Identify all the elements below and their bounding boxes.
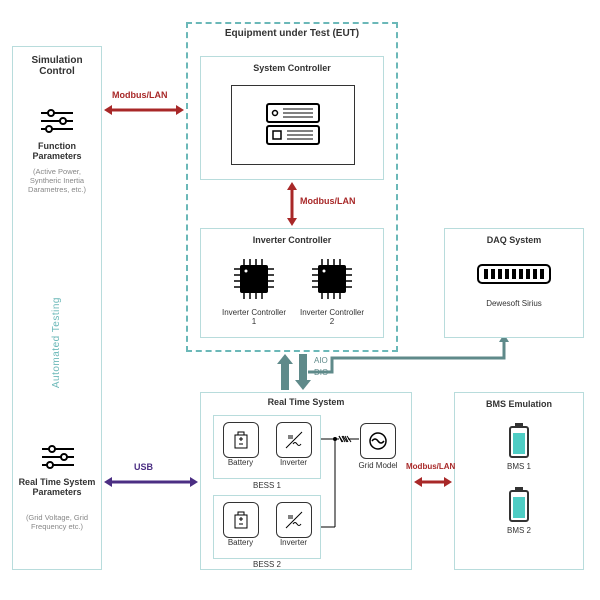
link-sim-to-rts — [104, 478, 198, 486]
chip2-label: Inverter Controller 2 — [297, 308, 367, 326]
daq-device-label: Dewesoft Sirius — [445, 299, 583, 308]
battery-icon — [223, 502, 259, 538]
bess1-box: Battery Inverter — [213, 415, 321, 479]
eut-title-text: Equipment under Test (EUT) — [225, 28, 359, 39]
daq-device-icon — [476, 259, 552, 289]
daq-box: DAQ System Dewesoft Sirius — [444, 228, 584, 338]
rts-params-title: Real Time System Parameters — [17, 477, 97, 497]
arrow-eut-to-rts — [298, 354, 308, 390]
server-icon — [263, 100, 323, 150]
inverter-controller-box: Inverter Controller Inverter Controller … — [200, 228, 384, 338]
battery-pack-icon — [507, 423, 531, 459]
system-controller-inner — [231, 85, 355, 165]
bess1-inverter-label: Inverter — [276, 458, 312, 467]
bess1-battery-label: Battery — [223, 458, 259, 467]
bess2-battery-label: Battery — [223, 538, 259, 547]
link-sysctrl-to-inv — [288, 182, 296, 226]
rts-box: Real Time System Battery Inverter BESS 1 — [200, 392, 412, 570]
bess1-label: BESS 1 — [213, 481, 321, 490]
function-params-desc: (Active Power, Syntheric Inertia Daramet… — [13, 167, 101, 194]
eut-title: Equipment under Test (EUT) — [188, 28, 396, 39]
link-sim-to-eut — [104, 106, 184, 114]
grid-model-icon — [360, 423, 396, 459]
chip-icon — [232, 257, 276, 301]
link-label-modbus1: Modbus/LAN — [112, 90, 168, 100]
grid-model-label: Grid Model — [353, 461, 403, 470]
dio-label: DIO — [314, 368, 328, 377]
function-params-title: Function Parameters — [13, 141, 101, 161]
rts-params-desc: (Grid Voltage, Grid Frequency etc.) — [17, 513, 97, 531]
system-controller-title: System Controller — [201, 63, 383, 73]
sliders-icon — [37, 107, 77, 135]
bms-title: BMS Emulation — [455, 399, 583, 409]
battery-pack-icon — [507, 487, 531, 523]
bess2-inverter-label: Inverter — [276, 538, 312, 547]
bms2-label: BMS 2 — [455, 526, 583, 535]
rts-title: Real Time System — [201, 397, 411, 407]
automated-testing-label: Automated Testing — [51, 297, 62, 388]
inverter-icon — [276, 502, 312, 538]
daq-title: DAQ System — [445, 235, 583, 245]
arrow-rts-to-eut — [280, 354, 290, 390]
bess2-box: Battery Inverter — [213, 495, 321, 559]
bms-box: BMS Emulation BMS 1 BMS 2 — [454, 392, 584, 570]
link-label-usb: USB — [134, 462, 153, 472]
inverter-icon — [276, 422, 312, 458]
link-label-modbus2: Modbus/LAN — [300, 196, 356, 206]
simulation-control-panel: Simulation Control Function Parameters (… — [12, 46, 102, 570]
link-label-modbus3: Modbus/LAN — [406, 462, 455, 471]
bms1-label: BMS 1 — [455, 462, 583, 471]
aio-label: AIO — [314, 356, 328, 365]
sliders-icon — [38, 443, 78, 471]
sim-control-title: Simulation Control — [13, 55, 101, 77]
chip1-label: Inverter Controller 1 — [219, 308, 289, 326]
inverter-controller-title: Inverter Controller — [201, 235, 383, 245]
link-rts-to-bms — [414, 478, 452, 486]
bess2-label: BESS 2 — [213, 560, 321, 569]
battery-icon — [223, 422, 259, 458]
system-controller-box: System Controller — [200, 56, 384, 180]
chip-icon — [310, 257, 354, 301]
